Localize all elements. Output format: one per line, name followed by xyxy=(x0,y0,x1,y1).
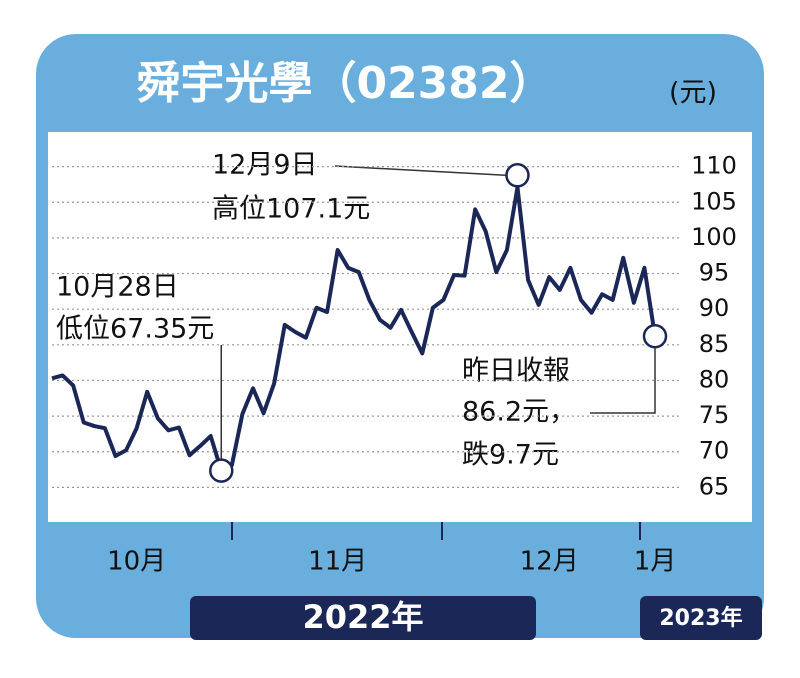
y-tick-label: 80 xyxy=(699,365,730,393)
annotations: 12月9日 高位107.1元 10月28日 低位67.35元 昨日收報 86.2… xyxy=(56,150,656,471)
y-unit: (元) xyxy=(669,78,717,109)
leader-line xyxy=(590,348,656,414)
chart-title: 舜宇光學（02382） xyxy=(136,58,553,109)
high-marker xyxy=(505,163,530,188)
x-tick-label: 11月 xyxy=(308,547,367,577)
year-label: 2023年 xyxy=(659,605,742,631)
annotation: 低位67.35元 xyxy=(56,314,214,345)
annotation: 高位107.1元 xyxy=(212,194,370,225)
y-tick-label: 90 xyxy=(699,294,730,322)
year-bar xyxy=(640,596,762,640)
y-tick-label: 105 xyxy=(691,187,737,215)
y-tick-label: 75 xyxy=(699,401,730,429)
low-marker xyxy=(209,458,234,483)
x-tick-label: 10月 xyxy=(107,547,166,577)
annotation: 跌9.7元 xyxy=(462,440,559,471)
y-tick-label: 65 xyxy=(699,472,730,500)
y-tick-label: 95 xyxy=(699,259,730,287)
leader-line xyxy=(334,165,506,177)
annotation: 86.2元， xyxy=(462,397,576,428)
annotation: 昨日收報 xyxy=(462,356,570,387)
y-tick-label: 100 xyxy=(691,223,737,251)
annotation: 10月28日 xyxy=(56,272,179,303)
year-label: 2022年 xyxy=(302,598,423,636)
y-tick-label: 110 xyxy=(691,152,737,180)
y-tick-label: 85 xyxy=(699,330,730,358)
x-tick-label: 1月 xyxy=(634,547,677,577)
line xyxy=(51,185,657,473)
x-tick-label: 12月 xyxy=(520,547,579,577)
annotation: 12月9日 xyxy=(212,150,318,181)
last-marker xyxy=(642,324,668,349)
year-bar xyxy=(190,596,536,640)
plot-area xyxy=(48,132,752,522)
y-tick-label: 70 xyxy=(699,437,730,465)
